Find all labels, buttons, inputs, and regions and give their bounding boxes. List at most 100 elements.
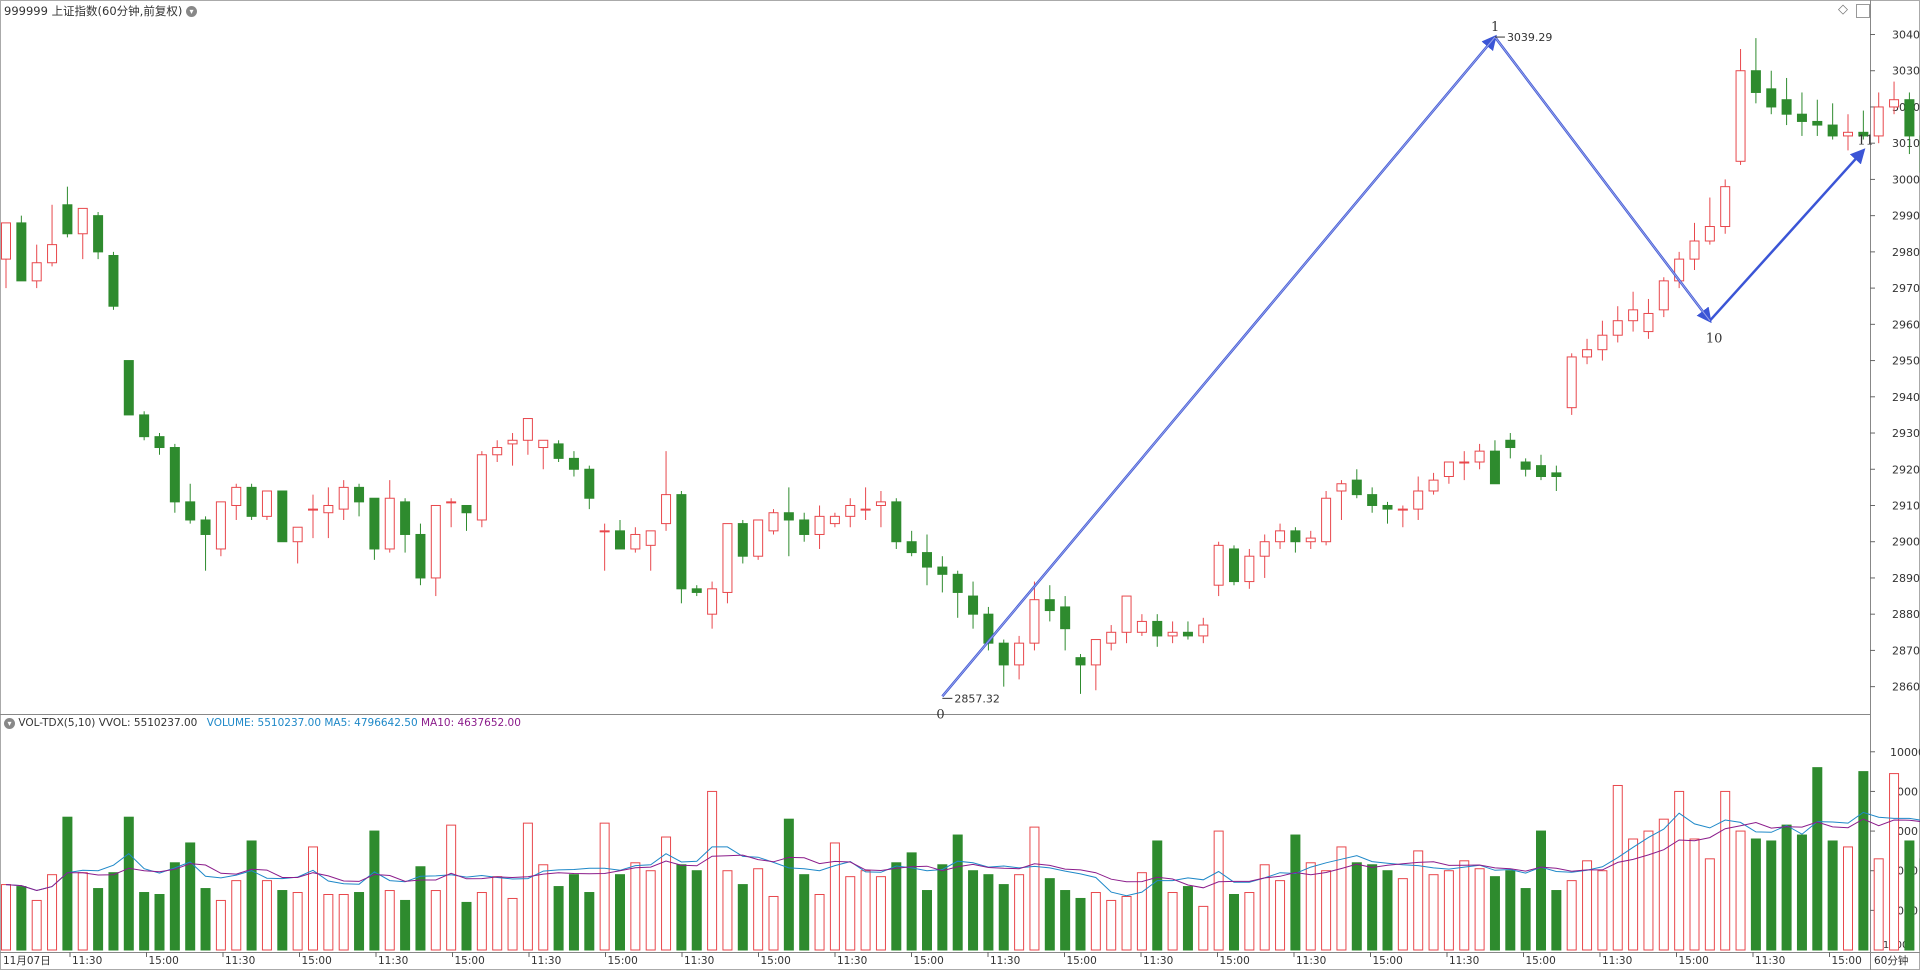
time-period-label: 60分钟: [1874, 954, 1908, 967]
volume-bar: [676, 864, 687, 951]
volume-bar: [384, 890, 395, 951]
time-tick-label: 11:30: [72, 955, 102, 967]
volume-bar: [737, 884, 748, 951]
volume-bar: [1781, 824, 1792, 951]
volume-bar: [1290, 834, 1301, 951]
candle: [1060, 606, 1071, 630]
candle: [338, 486, 349, 510]
candle: [16, 222, 27, 282]
price-tick-label: 2930: [1892, 427, 1920, 440]
volume-bar: [1827, 840, 1838, 951]
time-tick-label: 15:00: [761, 955, 791, 967]
volume-bar: [998, 884, 1009, 951]
volume-bar: [875, 876, 886, 951]
time-tick-label: 11:30: [1143, 955, 1173, 967]
volume-bar: [1413, 850, 1424, 951]
volume-bar: [93, 888, 104, 951]
candle: [139, 414, 150, 438]
volume-bar: [277, 890, 288, 951]
candle: [308, 508, 318, 511]
diamond-icon[interactable]: ◇: [1838, 2, 1848, 17]
candle: [1612, 320, 1623, 336]
candle: [538, 439, 549, 449]
volume-bar: [1259, 864, 1270, 951]
volume-bar: [599, 822, 610, 951]
candle: [492, 447, 503, 456]
volume-bar: [476, 892, 487, 951]
candle: [584, 468, 595, 499]
volume-bar: [1351, 862, 1362, 951]
wave-line: [1708, 148, 1866, 322]
candle: [1812, 120, 1823, 126]
price-tick-label: 3000: [1892, 173, 1920, 186]
price-tick-label: 2970: [1892, 282, 1920, 295]
candle: [553, 443, 564, 459]
volume-bar: [1796, 834, 1807, 951]
wave-label-10: 10: [1706, 332, 1723, 347]
volume-bar: [1904, 840, 1915, 951]
candle: [829, 515, 840, 525]
volume-bar: [1720, 790, 1731, 951]
time-tick-label: 15:00: [149, 955, 179, 967]
candle: [1858, 131, 1869, 137]
price-tick-label: 3030: [1892, 65, 1920, 78]
candle: [922, 552, 932, 568]
time-tick-label: 11:30: [1296, 955, 1326, 967]
volume-bar: [1428, 874, 1439, 951]
volume-bar: [1536, 830, 1546, 951]
candle: [1275, 530, 1286, 543]
volume-bar: [1182, 886, 1193, 951]
candle: [691, 588, 702, 593]
candle: [1796, 113, 1807, 122]
candle: [123, 360, 134, 416]
volume-bar: [661, 836, 672, 951]
candle: [1090, 639, 1101, 666]
time-tick-label: 15:00: [1526, 955, 1556, 967]
volume-bar: [446, 824, 457, 951]
time-tick-label: 11:30: [837, 955, 867, 967]
volume-bar: [584, 892, 595, 951]
volume-bar: [1075, 897, 1086, 951]
time-tick-label: 11:30: [225, 955, 255, 967]
vvol-value: VVOL: 5510237.00: [98, 717, 198, 729]
price-tick-label: 2870: [1892, 644, 1920, 657]
price-tick-label: 2920: [1892, 463, 1920, 476]
volume-bar: [753, 868, 764, 951]
candle: [1, 222, 11, 260]
symbol-code: 999999: [4, 4, 48, 18]
candle: [446, 501, 457, 504]
volume-bar: [323, 894, 334, 951]
chevron-down-icon[interactable]: ▾: [4, 717, 15, 729]
volume-bar: [1, 884, 11, 951]
price-tick-label: 3040: [1892, 28, 1920, 41]
volume-bar: [415, 866, 426, 951]
candle: [1597, 334, 1608, 351]
candle: [1290, 530, 1301, 543]
candle: [1889, 99, 1900, 108]
candle: [292, 526, 303, 543]
candle: [1750, 70, 1761, 93]
volume-bar: [1305, 862, 1316, 951]
volume-bar: [1321, 870, 1332, 951]
volume-bar: [461, 901, 472, 951]
candle: [246, 486, 257, 517]
chevron-down-icon[interactable]: ▾: [185, 6, 197, 17]
candle: [722, 523, 733, 593]
volume-bar: [1612, 784, 1623, 951]
ma5-value: MA5: 4796642.50: [324, 717, 418, 729]
candle: [814, 515, 825, 535]
volume-bar: [1489, 876, 1500, 951]
candle: [1536, 465, 1546, 478]
candle: [1229, 548, 1239, 583]
volume-bar: [1198, 905, 1209, 951]
volume-bar: [154, 894, 165, 951]
volume-bar: [231, 880, 242, 951]
volume-bar: [1014, 874, 1025, 951]
volume-bar: [952, 834, 963, 951]
volume-bar: [814, 894, 825, 951]
panel-toggle-icon[interactable]: [1856, 4, 1870, 18]
candle: [354, 486, 365, 503]
